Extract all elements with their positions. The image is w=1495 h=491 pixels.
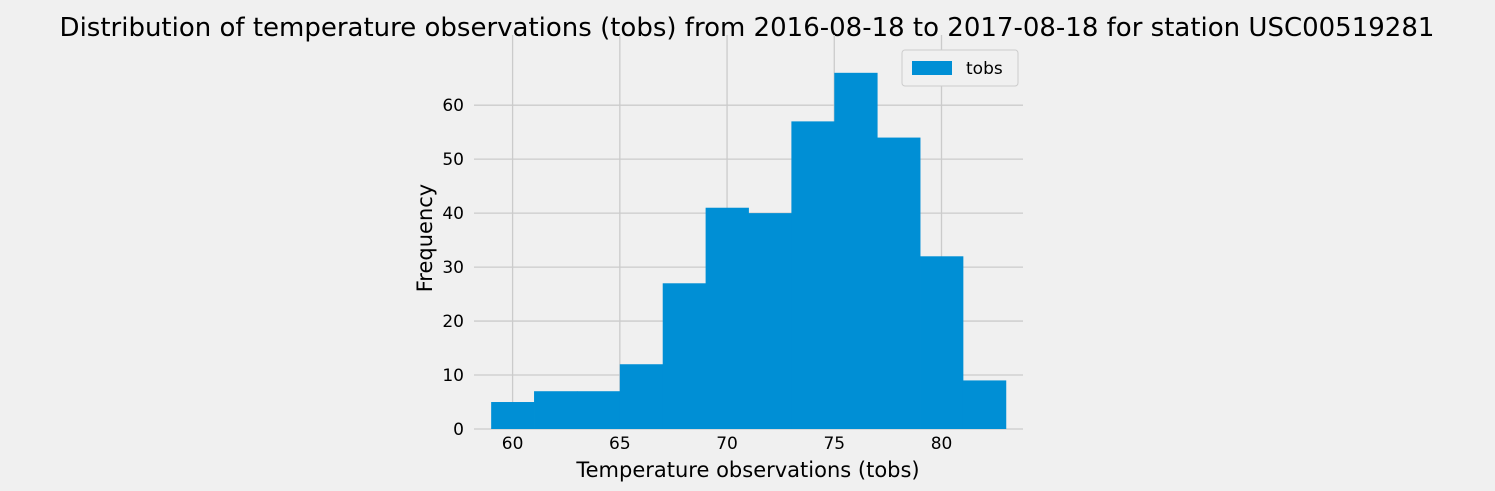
y-tick-label: 30 (442, 258, 464, 278)
y-axis-label: Frequency (413, 184, 437, 293)
legend: tobs (901, 49, 1019, 87)
x-tick-label: 70 (716, 434, 738, 454)
chart-title: Distribution of temperature observations… (60, 13, 1435, 43)
histogram-bar (619, 364, 664, 429)
y-tick-label: 60 (442, 96, 464, 116)
y-tick-label: 50 (442, 150, 464, 170)
histogram-bar (534, 391, 578, 429)
histogram-bar (834, 72, 878, 430)
histogram-bar (576, 391, 621, 429)
histogram-bar (748, 213, 792, 429)
histogram-bar (791, 121, 835, 429)
y-tick-label: 0 (453, 420, 464, 440)
legend-label-tobs: tobs (966, 59, 1003, 79)
x-tick-label: 60 (502, 434, 524, 454)
legend-swatch (912, 61, 952, 75)
x-tick-labels: 60 65 70 75 80 (502, 434, 953, 454)
y-tick-label: 10 (442, 366, 464, 386)
histogram-bar (705, 207, 749, 429)
histogram-bar (920, 256, 964, 429)
y-tick-labels: 0 10 20 30 40 50 60 (442, 96, 464, 440)
histogram-bar (877, 137, 921, 430)
histogram-bars (491, 72, 1007, 430)
y-tick-label: 40 (442, 204, 464, 224)
histogram-bar (662, 283, 707, 429)
x-tick-label: 65 (609, 434, 631, 454)
x-axis-label: Temperature observations (tobs) (575, 458, 919, 482)
x-tick-label: 75 (823, 434, 845, 454)
legend-box (901, 49, 1019, 87)
histogram-bar (962, 380, 1007, 429)
y-tick-label: 20 (442, 312, 464, 332)
x-tick-label: 80 (931, 434, 953, 454)
histogram-bar (491, 402, 535, 429)
